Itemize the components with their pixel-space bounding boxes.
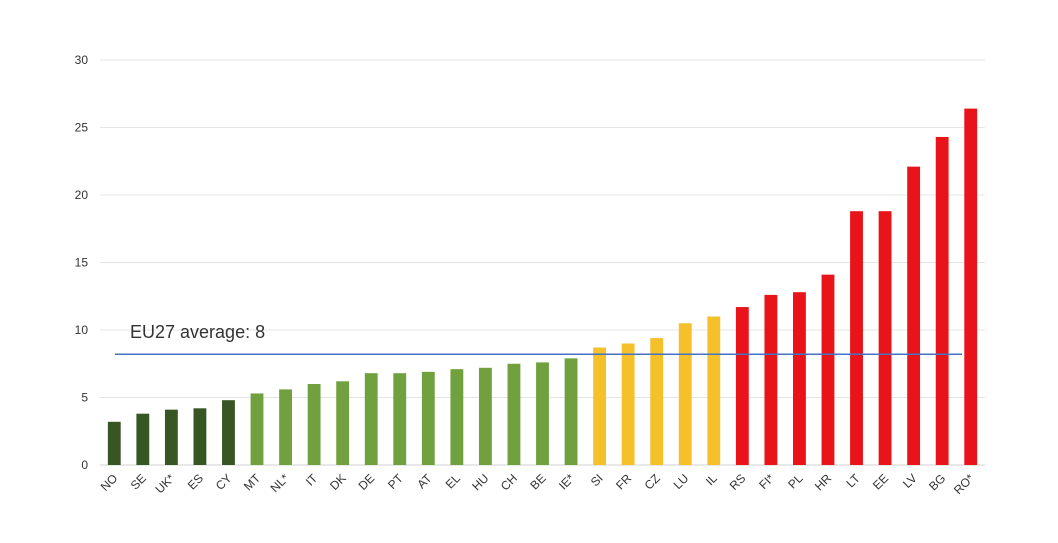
y-tick-label: 15 bbox=[75, 256, 89, 270]
bar-fi bbox=[764, 294, 778, 465]
y-tick-label: 10 bbox=[75, 323, 89, 337]
bar-es bbox=[193, 408, 207, 465]
bar-hu bbox=[478, 367, 492, 465]
bar-at bbox=[421, 371, 435, 465]
bar-fr bbox=[621, 343, 635, 465]
x-tick-label: CH bbox=[498, 471, 520, 493]
bar-se bbox=[136, 413, 150, 465]
x-tick-label: LT bbox=[843, 471, 863, 491]
x-tick-label: IT bbox=[303, 471, 321, 489]
x-tick-label: UK* bbox=[153, 471, 178, 496]
x-tick-label: LV bbox=[900, 471, 920, 491]
x-tick-label: NL* bbox=[268, 471, 292, 495]
x-tick-label: ES bbox=[185, 471, 206, 492]
bar-it bbox=[307, 384, 321, 465]
bar-uk bbox=[164, 409, 178, 465]
bar-rs bbox=[735, 307, 749, 465]
x-tick-label: PT bbox=[385, 471, 406, 492]
y-axis-ticks: 0 5 10 15 20 25 30 bbox=[75, 53, 89, 472]
x-tick-label: IL bbox=[703, 471, 720, 488]
y-tick-label: 5 bbox=[81, 391, 88, 405]
bar-lu bbox=[678, 323, 692, 465]
x-tick-label: BG bbox=[926, 471, 948, 493]
bar-cz bbox=[650, 338, 664, 465]
x-tick-label: CY bbox=[213, 471, 235, 493]
gridlines bbox=[100, 59, 985, 466]
x-tick-label: BE bbox=[527, 471, 548, 492]
x-tick-label: HR bbox=[812, 471, 834, 493]
x-tick-label: EL bbox=[443, 471, 464, 492]
bar-nl bbox=[279, 389, 292, 465]
x-tick-label: LU bbox=[671, 471, 692, 492]
x-tick-label: CZ bbox=[642, 471, 663, 492]
bars bbox=[107, 108, 978, 465]
x-tick-label: IE* bbox=[556, 471, 577, 492]
x-tick-label: FR bbox=[613, 471, 634, 492]
x-tick-label: DE bbox=[356, 471, 378, 493]
bar-ch bbox=[507, 363, 521, 465]
y-tick-label: 30 bbox=[75, 53, 89, 67]
y-tick-label: 25 bbox=[75, 121, 89, 135]
bar-hr bbox=[821, 274, 835, 465]
bar-be bbox=[536, 362, 549, 465]
x-tick-label: RS bbox=[727, 471, 749, 493]
bar-pl bbox=[793, 292, 806, 465]
x-tick-label: AT bbox=[414, 471, 435, 492]
x-tick-label: PL bbox=[785, 471, 806, 492]
bar-el bbox=[450, 369, 464, 465]
bar-pt bbox=[393, 373, 407, 465]
bar-lv bbox=[907, 166, 921, 465]
x-tick-label: RO* bbox=[951, 471, 977, 497]
bar-mt bbox=[250, 393, 264, 465]
x-tick-label: DK bbox=[327, 471, 349, 493]
reference-line-group: EU27 average: 8 bbox=[115, 322, 962, 356]
bar-ee bbox=[878, 211, 892, 465]
x-tick-label: FI* bbox=[756, 471, 777, 492]
bar-ro bbox=[964, 108, 978, 465]
bar-ie bbox=[564, 358, 578, 465]
x-tick-label: NO bbox=[98, 471, 121, 494]
x-tick-label: SE bbox=[128, 471, 149, 492]
bar-si bbox=[593, 347, 607, 465]
bar-il bbox=[707, 316, 721, 465]
bar-cy bbox=[222, 400, 235, 465]
x-axis-labels: NO SE UK* ES CY MT NL* IT DK DE PT AT EL HU CH BE IE* SI F… bbox=[98, 471, 977, 497]
bar-dk bbox=[336, 381, 350, 465]
y-tick-label: 0 bbox=[81, 458, 88, 472]
y-tick-label: 20 bbox=[75, 188, 89, 202]
bar-bg bbox=[935, 136, 949, 465]
eu27-average-label: EU27 average: 8 bbox=[130, 322, 265, 342]
bar-lt bbox=[850, 211, 863, 465]
x-tick-label: EE bbox=[870, 471, 891, 492]
bar-no bbox=[107, 421, 121, 465]
bar-de bbox=[364, 373, 378, 465]
x-tick-label: MT bbox=[241, 471, 264, 494]
x-tick-label: SI bbox=[588, 471, 606, 489]
x-tick-label: HU bbox=[469, 471, 491, 493]
